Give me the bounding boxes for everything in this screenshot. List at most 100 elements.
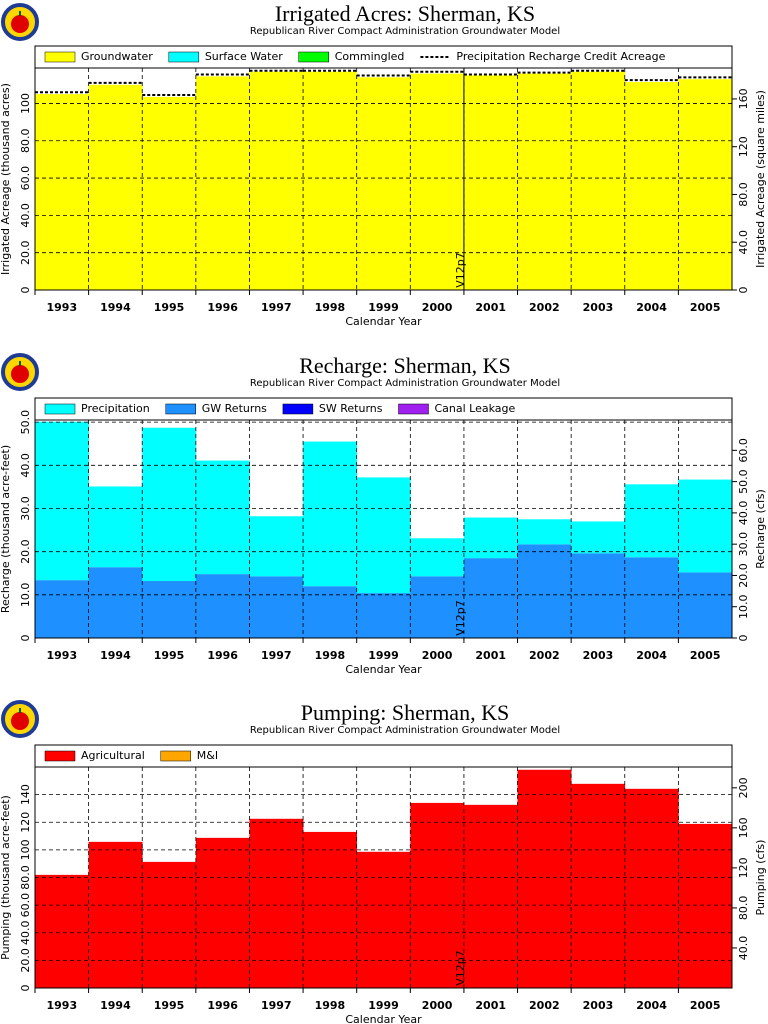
y-tick-label: 0: [19, 985, 32, 992]
x-tick-label: 2005: [690, 649, 721, 662]
bar: [195, 460, 250, 575]
y-tick-label: 20.0: [19, 240, 32, 265]
bar: [517, 769, 572, 988]
y2-tick-label: 60.0: [737, 438, 750, 463]
chart-title: Irrigated Acres: Sherman, KS: [275, 1, 535, 26]
x-tick-label: 2001: [475, 301, 506, 314]
legend-swatch: [44, 750, 76, 762]
bar: [410, 73, 465, 290]
x-tick-label: 2000: [422, 301, 453, 314]
legend-label: Groundwater: [81, 50, 153, 63]
legend-swatch: [398, 403, 429, 415]
y2-tick-label: 40.0: [737, 230, 750, 255]
y-tick-label: 100: [19, 93, 32, 114]
bar: [35, 421, 89, 581]
legend-label: GW Returns: [202, 402, 267, 415]
legend-box: [34, 45, 733, 69]
bar: [249, 576, 304, 638]
chart-subtitle: Republican River Compact Administration …: [250, 26, 560, 37]
bar: [142, 96, 197, 290]
x-tick-label: 1998: [315, 301, 346, 314]
x-tick-label: 2002: [529, 649, 560, 662]
y-axis-label: Irrigated Acreage (thousand acres): [0, 83, 12, 275]
legend-swatch: [165, 403, 197, 415]
x-tick-label: 1995: [154, 301, 185, 314]
legend-label: SW Returns: [319, 402, 383, 415]
y2-tick-label: 200: [737, 777, 750, 798]
bar: [571, 783, 626, 988]
bar: [571, 553, 626, 638]
x-tick-label: 1996: [207, 999, 238, 1012]
logo: [1, 353, 39, 391]
y-tick-label: 50.0: [19, 410, 32, 435]
legend-label: Commingled: [335, 50, 405, 63]
x-tick-label: 1998: [315, 999, 346, 1012]
bar: [303, 71, 357, 290]
bar: [88, 486, 143, 568]
x-tick-label: 1995: [154, 999, 185, 1012]
legend-box: [34, 744, 733, 768]
x-axis-label: Calendar Year: [345, 663, 422, 676]
y2-tick-label: 120: [737, 136, 750, 157]
bar: [142, 861, 197, 988]
bar: [463, 558, 518, 638]
bar: [195, 574, 250, 638]
y-tick-label: 0: [19, 635, 32, 642]
bar: [88, 841, 143, 988]
x-tick-label: 2004: [636, 301, 667, 314]
bar: [517, 519, 572, 545]
x-tick-label: 1994: [100, 999, 131, 1012]
x-tick-label: 2005: [690, 301, 721, 314]
y2-tick-label: 40.0: [737, 501, 750, 526]
x-tick-label: 2004: [636, 649, 667, 662]
y-tick-label: 20.0: [19, 539, 32, 564]
y-axis-label: Recharge (thousand acre-feet): [0, 445, 12, 613]
y2-tick-label: 30.0: [737, 532, 750, 557]
legend-swatch: [44, 403, 76, 415]
x-tick-label: 1993: [46, 999, 77, 1012]
legend-label: Precipitation: [81, 402, 150, 415]
y2-tick-label: 20.0: [737, 563, 750, 588]
x-axis-label: Calendar Year: [345, 1013, 422, 1024]
bar: [303, 586, 357, 638]
bar: [142, 427, 197, 582]
legend-swatch: [168, 51, 200, 63]
bar: [571, 71, 626, 290]
x-tick-label: 1997: [261, 301, 292, 314]
x-tick-label: 2001: [475, 999, 506, 1012]
bar: [463, 804, 518, 988]
annotation: V12p7: [454, 600, 467, 636]
x-tick-label: 2003: [583, 649, 614, 662]
y2-tick-label: 10.0: [737, 594, 750, 619]
chart-title: Pumping: Sherman, KS: [301, 700, 509, 725]
x-tick-label: 1999: [368, 999, 399, 1012]
bar: [517, 544, 572, 638]
bar: [410, 802, 465, 988]
bar: [463, 75, 518, 290]
x-tick-label: 1999: [368, 649, 399, 662]
bar: [303, 441, 357, 587]
annotation: V12p7: [454, 252, 467, 288]
bar: [356, 851, 411, 988]
y-tick-label: 120: [19, 812, 32, 833]
bar: [88, 84, 143, 290]
bar: [249, 71, 304, 290]
y-tick-label: 100: [19, 839, 32, 860]
bar: [195, 837, 250, 988]
y2-axis-label: Irrigated Acreage (square miles): [754, 90, 767, 268]
chart-title: Recharge: Sherman, KS: [299, 353, 511, 378]
bar: [249, 516, 304, 577]
x-tick-label: 1997: [261, 649, 292, 662]
bar: [517, 73, 572, 290]
logo: [1, 700, 39, 738]
x-tick-label: 1994: [100, 301, 131, 314]
legend-swatch: [44, 51, 76, 63]
y-tick-label: 60.0: [19, 166, 32, 191]
y2-tick-label: 0: [737, 287, 750, 294]
bar: [571, 521, 626, 554]
bar: [678, 572, 733, 638]
annotation: V12p7: [454, 950, 467, 986]
y-tick-label: 80.0: [19, 129, 32, 154]
x-tick-label: 1994: [100, 649, 131, 662]
y-tick-label: 0: [19, 287, 32, 294]
